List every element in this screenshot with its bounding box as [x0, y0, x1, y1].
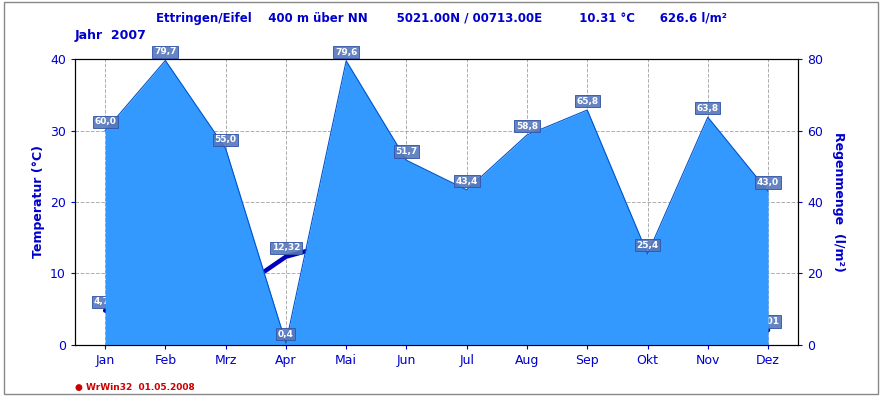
Text: 65,8: 65,8: [576, 97, 598, 106]
Text: 63,8: 63,8: [697, 104, 719, 113]
Text: 0,4: 0,4: [278, 330, 294, 339]
Text: 43,0: 43,0: [757, 178, 779, 187]
Text: 25,4: 25,4: [637, 241, 659, 250]
Text: 17,54: 17,54: [392, 206, 421, 215]
Text: 79,7: 79,7: [154, 47, 176, 56]
Text: 16,53: 16,53: [512, 213, 542, 223]
Text: Ettringen/Eifel    400 m über NN       5021.00N / 00713.00E         10.31 °C    : Ettringen/Eifel 400 m über NN 5021.00N /…: [155, 12, 727, 25]
Text: ● WrWin32  01.05.2008: ● WrWin32 01.05.2008: [75, 383, 195, 392]
Text: 43,4: 43,4: [455, 177, 478, 186]
Text: 14,64: 14,64: [332, 227, 361, 236]
Text: 4,45: 4,45: [697, 299, 719, 308]
Text: 51,7: 51,7: [395, 147, 417, 156]
Text: 17,18: 17,18: [452, 209, 481, 218]
Text: 60,0: 60,0: [94, 117, 116, 126]
Text: 4,76: 4,76: [93, 297, 116, 307]
Text: 79,6: 79,6: [335, 48, 357, 57]
Y-axis label: Regenmenge  (l/m²): Regenmenge (l/m²): [833, 132, 846, 272]
Text: 55,0: 55,0: [214, 135, 236, 144]
Text: Jahr  2007: Jahr 2007: [75, 29, 146, 42]
Y-axis label: Temperatur (°C): Temperatur (°C): [32, 145, 44, 259]
Text: 2,01: 2,01: [757, 317, 779, 326]
Text: 12,87: 12,87: [573, 240, 602, 249]
Text: 9,07: 9,07: [637, 267, 659, 276]
Text: 6,51: 6,51: [214, 285, 236, 294]
Text: 4,82: 4,82: [154, 297, 176, 306]
Text: 58,8: 58,8: [516, 122, 538, 131]
Text: 12,32: 12,32: [272, 244, 300, 252]
